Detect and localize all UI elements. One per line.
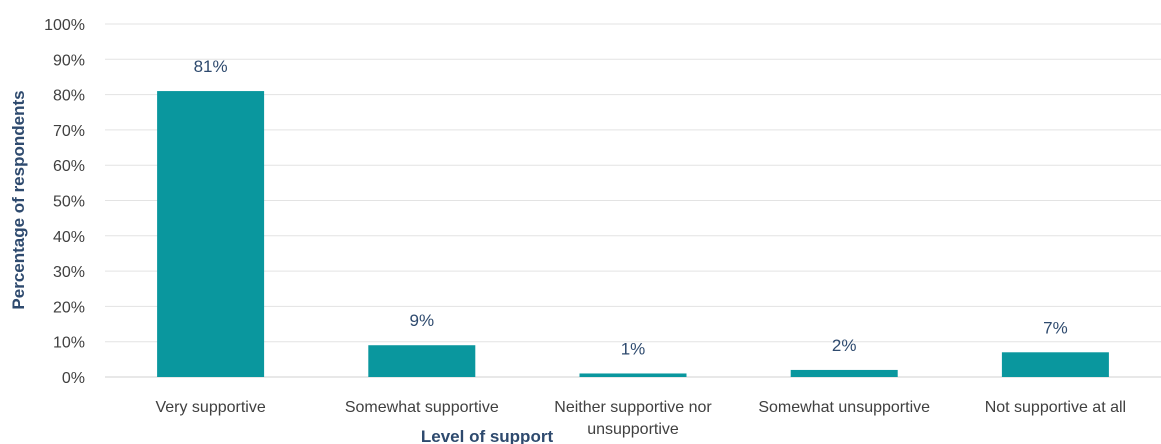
x-category-label-line: Not supportive at all xyxy=(985,399,1126,416)
y-axis-title: Percentage of respondents xyxy=(9,90,28,309)
x-category-label: Not supportive at all xyxy=(985,399,1126,416)
x-axis-categories: Very supportive Somewhat supportive Neithe… xyxy=(155,399,1126,438)
data-label: 7% xyxy=(1043,318,1068,337)
data-label: 9% xyxy=(410,311,435,330)
x-category-label-line: Somewhat unsupportive xyxy=(758,399,930,416)
y-tick-label: 0% xyxy=(62,370,85,387)
y-tick-label: 40% xyxy=(53,229,85,246)
bar xyxy=(1001,352,1109,377)
y-tick-label: 30% xyxy=(53,264,85,281)
gridlines xyxy=(105,23,1161,378)
x-category-label: Neither supportive nor unsupportive xyxy=(554,399,712,438)
x-category-label-line: Neither supportive nor xyxy=(554,399,712,416)
x-axis-title: Level of support xyxy=(421,427,554,444)
data-label: 2% xyxy=(832,336,857,355)
x-category-label: Somewhat unsupportive xyxy=(758,399,930,416)
bars xyxy=(157,91,1109,377)
bar xyxy=(157,91,265,377)
y-tick-label: 80% xyxy=(53,88,85,105)
bar xyxy=(579,373,687,377)
y-tick-label: 60% xyxy=(53,158,85,175)
y-tick-label: 70% xyxy=(53,123,85,140)
x-category-label-line: Very supportive xyxy=(155,399,265,416)
x-category-label-line: Somewhat supportive xyxy=(345,399,499,416)
y-axis-ticks: 0% 10% 20% 30% 40% 50% 60% 70% 80% 90% 100% xyxy=(44,17,85,387)
bar xyxy=(790,369,898,377)
data-labels: 81% 9% 1% 2% 7% xyxy=(194,57,1068,358)
data-label: 1% xyxy=(621,339,646,358)
x-category-label: Somewhat supportive xyxy=(345,399,499,416)
y-tick-label: 90% xyxy=(53,52,85,69)
x-category-label: Very supportive xyxy=(155,399,265,416)
data-label: 81% xyxy=(194,57,228,76)
y-tick-label: 20% xyxy=(53,299,85,316)
y-tick-label: 100% xyxy=(44,17,85,34)
y-tick-label: 50% xyxy=(53,194,85,211)
bar xyxy=(368,345,476,377)
x-category-label-line: unsupportive xyxy=(587,421,679,438)
y-tick-label: 10% xyxy=(53,335,85,352)
